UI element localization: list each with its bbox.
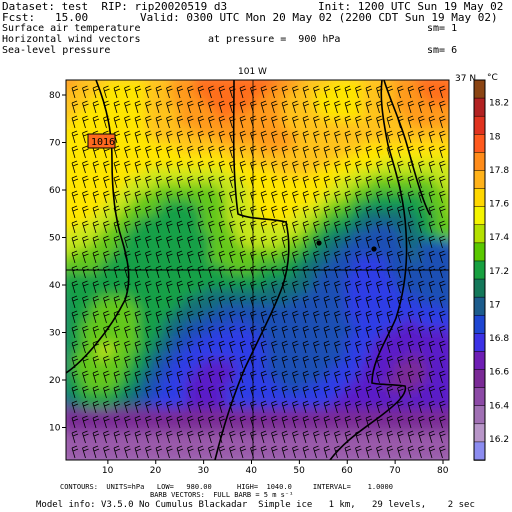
isobar-4 <box>383 80 431 216</box>
station-dot <box>316 240 322 246</box>
model-info: Model info: V3.5.0 No Cumulus Blackadar … <box>36 500 475 510</box>
x-tick-label: 30 <box>198 466 210 476</box>
init-label: Init: 1200 UTC Sun 19 May 02 <box>318 0 504 13</box>
plot-frame <box>65 79 450 461</box>
field2-label: Horizontal wind vectors <box>2 34 141 45</box>
fcst-label: Fcst: 15.00 <box>2 11 89 24</box>
x-tick-label: 10 <box>102 466 114 476</box>
isobar-2 <box>214 80 290 460</box>
y-tick-label: 70 <box>49 139 61 149</box>
x-tick-label: 40 <box>246 466 258 476</box>
pressure-contours <box>66 80 431 460</box>
y-tick-label: 10 <box>49 424 61 434</box>
latitude-label: 37 N <box>455 74 476 84</box>
y-tick-label: 20 <box>49 376 61 386</box>
x-tick-label: 50 <box>293 466 305 476</box>
colorbar-label: 18 <box>489 132 501 142</box>
y-tick-label: 60 <box>49 186 61 196</box>
field3-label: Sea-level pressure <box>2 45 111 56</box>
station-dot <box>371 246 377 252</box>
colorbar-label: 17.4 <box>489 233 509 243</box>
colorbar-label: 16.2 <box>489 435 509 445</box>
colorbar-unit: °C <box>487 73 498 83</box>
valid-label: Valid: 0300 UTC Mon 20 May 02 (2200 CDT … <box>140 11 498 24</box>
temperature-field <box>66 80 449 460</box>
y-tick-label: 30 <box>49 329 61 339</box>
colorbar-label: 17 <box>489 300 500 310</box>
colorbar-label: 16.8 <box>489 334 509 344</box>
x-tick-label: 60 <box>341 466 353 476</box>
x-tick-label: 80 <box>437 466 449 476</box>
x-tick-label: 20 <box>150 466 162 476</box>
y-tick-label: 50 <box>49 234 61 244</box>
dataset-label: Dataset: test RIP: rip20020519 d3 <box>2 0 228 13</box>
y-tick-label: 80 <box>49 91 61 101</box>
y-tick-label: 40 <box>49 281 61 291</box>
field3-smoothing: sm= 6 <box>427 45 458 56</box>
isobar-3 <box>329 80 408 460</box>
colorbar: 18.2 18 17.8 17.6 17.4 17.2 17 16.8 16.6 16.4 16.2 <box>473 79 509 461</box>
wind-barbs <box>71 85 446 459</box>
colorbar-label: 16.6 <box>489 368 509 378</box>
x-tick-label: 70 <box>389 466 401 476</box>
axis-ticks: 10 20 30 40 50 60 70 80 10 20 30 40 50 60 70 80 <box>49 91 449 476</box>
contour-info: CONTOURS: UNITS=hPa LOW= 980.00 HIGH= 10… <box>60 483 393 491</box>
colorbar-label: 18.2 <box>489 99 509 109</box>
colorbar-label: 16.4 <box>489 401 509 411</box>
pressure-level-label: at pressure = 900 hPa <box>208 34 341 45</box>
contour-label: 1016 <box>91 137 115 148</box>
colorbar-label: 17.2 <box>489 267 509 277</box>
colorbar-label: 17.6 <box>489 200 509 210</box>
barb-info: BARB VECTORS: FULL BARB = 5 m s⁻¹ <box>150 491 294 499</box>
colorbar-label: 17.8 <box>489 166 509 176</box>
cross-section-label: 101 W <box>238 67 267 77</box>
field1-label: Surface air temperature <box>2 23 141 34</box>
contour-label-box <box>87 133 116 149</box>
field1-smoothing: sm= 1 <box>427 23 458 34</box>
